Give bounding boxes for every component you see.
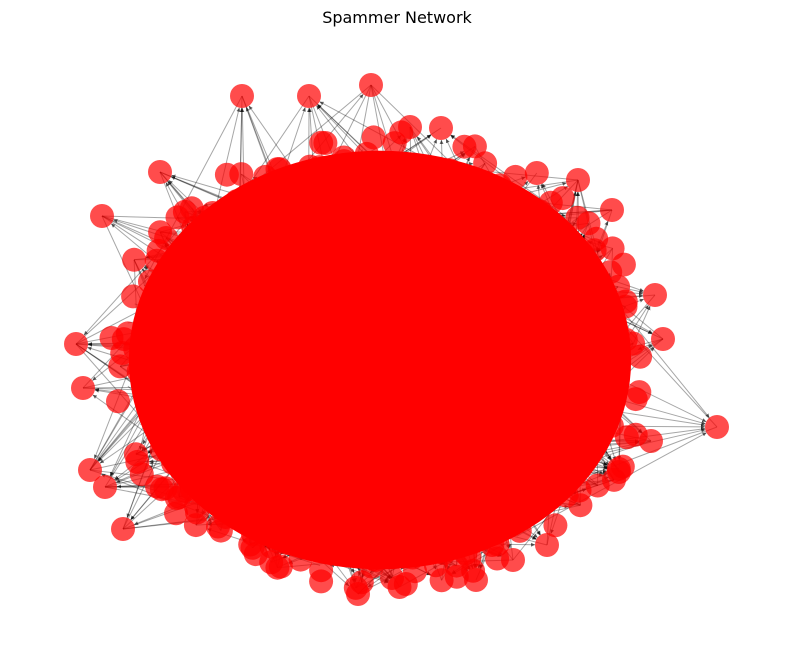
network-node bbox=[361, 125, 386, 150]
node-layer bbox=[64, 73, 729, 606]
network-node bbox=[423, 553, 448, 578]
figure-title: Spammer Network bbox=[322, 8, 472, 27]
network-node bbox=[464, 568, 488, 592]
network-node bbox=[71, 376, 95, 400]
network-node bbox=[543, 513, 568, 538]
network-node bbox=[331, 145, 356, 170]
network-node bbox=[452, 134, 477, 159]
network-node bbox=[607, 460, 631, 484]
network-node bbox=[64, 332, 88, 356]
network-node bbox=[93, 475, 117, 499]
network-node bbox=[148, 160, 172, 184]
network-node bbox=[434, 535, 459, 560]
dense-core-layer bbox=[128, 150, 632, 570]
network-node bbox=[138, 269, 162, 294]
network-node bbox=[349, 541, 374, 565]
network-node bbox=[359, 73, 383, 97]
network-node bbox=[529, 487, 554, 511]
network-node bbox=[288, 547, 313, 572]
network-node bbox=[613, 327, 638, 352]
network-node bbox=[111, 517, 135, 541]
network-node bbox=[149, 437, 174, 462]
network-node bbox=[122, 247, 147, 272]
network-node bbox=[437, 158, 462, 183]
network-node bbox=[501, 548, 525, 572]
network-node bbox=[212, 495, 237, 520]
network-node bbox=[313, 131, 338, 155]
network-node bbox=[613, 289, 638, 314]
network-node bbox=[265, 157, 290, 182]
network-node bbox=[524, 161, 549, 185]
network-node bbox=[380, 566, 404, 590]
dense-node-cluster bbox=[128, 150, 632, 570]
network-node bbox=[503, 164, 528, 189]
network-node bbox=[148, 220, 173, 245]
network-node bbox=[179, 477, 204, 502]
network-node bbox=[705, 415, 729, 439]
network-node bbox=[309, 569, 334, 594]
network-node bbox=[90, 204, 114, 228]
network-node bbox=[639, 429, 663, 453]
network-node bbox=[297, 84, 321, 108]
network-node bbox=[651, 327, 675, 351]
network-node bbox=[206, 514, 230, 539]
network-node bbox=[582, 238, 607, 263]
network-node bbox=[603, 351, 628, 376]
network-node bbox=[115, 321, 140, 346]
network-node bbox=[528, 199, 553, 224]
network-node bbox=[224, 189, 249, 214]
network-node bbox=[123, 442, 148, 467]
network-node bbox=[611, 252, 636, 277]
network-node bbox=[602, 372, 627, 397]
network-node bbox=[268, 554, 293, 579]
network-node bbox=[78, 458, 102, 482]
network-node bbox=[214, 162, 239, 187]
network-node bbox=[121, 284, 146, 309]
network-node bbox=[623, 387, 648, 412]
network-node bbox=[243, 542, 268, 567]
network-node bbox=[429, 116, 453, 140]
network-node bbox=[181, 215, 206, 240]
network-node bbox=[550, 186, 575, 211]
network-node bbox=[126, 359, 151, 384]
network-node bbox=[346, 582, 370, 606]
network-node bbox=[400, 545, 425, 570]
network-node bbox=[628, 344, 653, 369]
network-node bbox=[153, 476, 178, 501]
network-node bbox=[507, 518, 532, 543]
network-node bbox=[307, 155, 332, 180]
network-node bbox=[398, 115, 422, 139]
network-node bbox=[230, 84, 254, 108]
network-node bbox=[110, 341, 135, 365]
network-node bbox=[106, 389, 130, 414]
network-node bbox=[480, 533, 505, 557]
network-node bbox=[566, 168, 590, 192]
network-node bbox=[567, 478, 592, 503]
network-node bbox=[643, 283, 667, 307]
network-node bbox=[600, 198, 624, 222]
network-node bbox=[146, 238, 171, 263]
network-node bbox=[240, 522, 265, 546]
network-node bbox=[535, 533, 559, 557]
